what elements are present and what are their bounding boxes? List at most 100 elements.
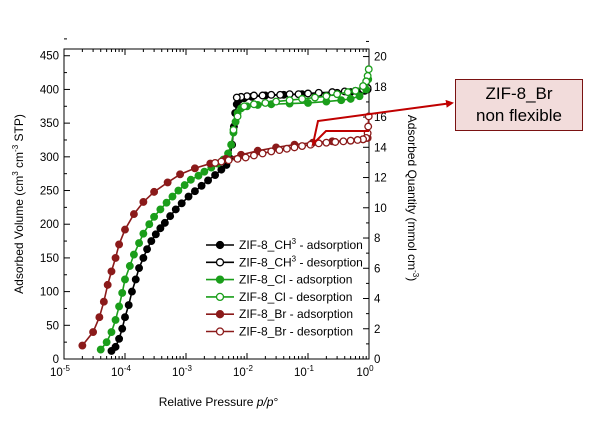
data-point — [298, 142, 307, 150]
y-left-tick-label: 300 — [40, 152, 59, 164]
data-point — [346, 136, 355, 145]
data-point — [311, 93, 319, 102]
series-3 — [229, 65, 373, 134]
data-point — [339, 137, 348, 146]
data-point — [156, 205, 165, 214]
data-point — [124, 301, 133, 310]
data-point — [314, 139, 323, 148]
data-point — [121, 313, 129, 322]
y-right-tick-label: 10 — [374, 203, 387, 215]
legend-item: ZIF-8_CH3 - adsorption — [206, 237, 363, 252]
data-point — [96, 345, 105, 354]
data-point — [261, 98, 270, 107]
data-point — [331, 138, 340, 146]
data-point — [190, 187, 199, 196]
data-point — [304, 98, 312, 107]
data-point — [322, 92, 331, 101]
series-5 — [211, 112, 373, 167]
legend-marker — [215, 310, 225, 319]
data-point — [177, 199, 186, 208]
data-point — [121, 275, 129, 284]
data-point — [217, 157, 226, 166]
data-point — [115, 240, 124, 249]
x-tick-label: 10-5 — [50, 364, 70, 379]
data-point — [176, 170, 185, 179]
data-point — [150, 212, 159, 221]
data-point — [267, 147, 276, 156]
y-right-tick-label: 2 — [374, 324, 380, 336]
data-point — [174, 186, 183, 195]
data-point — [107, 267, 116, 276]
data-point — [272, 97, 281, 106]
data-point — [129, 250, 138, 259]
data-point — [217, 165, 226, 174]
legend-item: ZIF-8_Br - adsorption — [206, 307, 353, 321]
x-tick-label: 10-3 — [172, 364, 192, 379]
data-point — [224, 156, 233, 165]
annotation-callout-box: ZIF-8_Br non flexible — [455, 79, 583, 131]
legend-item: ZIF-8_Br - desorption — [206, 325, 353, 339]
data-point — [115, 334, 124, 343]
y-right-tick-label: 8 — [374, 233, 380, 245]
data-point — [118, 289, 127, 297]
y-left-tick-label: 50 — [46, 320, 59, 332]
x-axis-label: Relative Pressure p/p° — [159, 395, 279, 409]
data-point — [111, 342, 120, 351]
data-point — [351, 86, 360, 95]
legend: ZIF-8_CH3 - adsorption ZIF-8_CH3 - desorp… — [206, 237, 363, 339]
data-point — [89, 328, 98, 336]
data-point — [121, 225, 129, 234]
data-point — [275, 146, 284, 155]
y-right-tick-label: 12 — [374, 173, 387, 185]
data-point — [190, 164, 199, 173]
data-point — [143, 245, 152, 254]
data-point — [359, 82, 368, 91]
y-left-tick-label: 0 — [53, 354, 59, 366]
data-point — [258, 149, 267, 158]
y-right-tick-label: 14 — [374, 142, 387, 154]
x-tick-label: 10-2 — [233, 364, 253, 379]
data-point — [241, 153, 250, 162]
data-point — [111, 253, 120, 262]
data-point — [145, 220, 154, 229]
data-point — [285, 96, 294, 105]
data-point — [162, 198, 171, 207]
data-point — [250, 100, 258, 109]
data-point — [364, 65, 373, 74]
data-point — [128, 287, 136, 296]
legend-label: ZIF-8_Cl - adsorption — [239, 273, 352, 287]
data-point — [99, 297, 108, 306]
data-point — [306, 140, 315, 149]
data-point — [333, 90, 342, 99]
data-point — [111, 315, 120, 324]
data-point — [115, 302, 124, 311]
data-point — [232, 93, 241, 102]
data-point — [229, 125, 238, 134]
data-point — [322, 138, 331, 147]
data-point — [139, 253, 148, 262]
legend-label: ZIF-8_Br - adsorption — [239, 307, 353, 321]
callout-arrow — [311, 99, 454, 148]
data-point — [355, 92, 364, 101]
data-point — [304, 89, 312, 98]
data-point — [168, 192, 177, 201]
legend-label: ZIF-8_Cl - desorption — [239, 290, 352, 304]
legend-marker — [215, 292, 225, 302]
data-point — [250, 91, 258, 100]
legend-label: ZIF-8_CH3 - desorption — [239, 254, 363, 269]
x-tick-label: 10-1 — [294, 364, 314, 379]
y-right-tick-label: 18 — [374, 82, 387, 94]
data-point — [186, 175, 195, 184]
legend-marker — [215, 258, 225, 267]
y-right-tick-label: 20 — [374, 52, 387, 64]
data-point — [102, 338, 111, 347]
y-left-tick-label: 150 — [40, 253, 59, 265]
data-point — [364, 122, 373, 131]
series-layer — [78, 65, 373, 355]
plot-frame — [63, 48, 370, 360]
data-point — [298, 94, 307, 103]
x-tick-label: 10-4 — [111, 364, 131, 379]
data-point — [240, 102, 249, 111]
data-point — [204, 176, 213, 185]
legend-marker — [215, 240, 225, 250]
